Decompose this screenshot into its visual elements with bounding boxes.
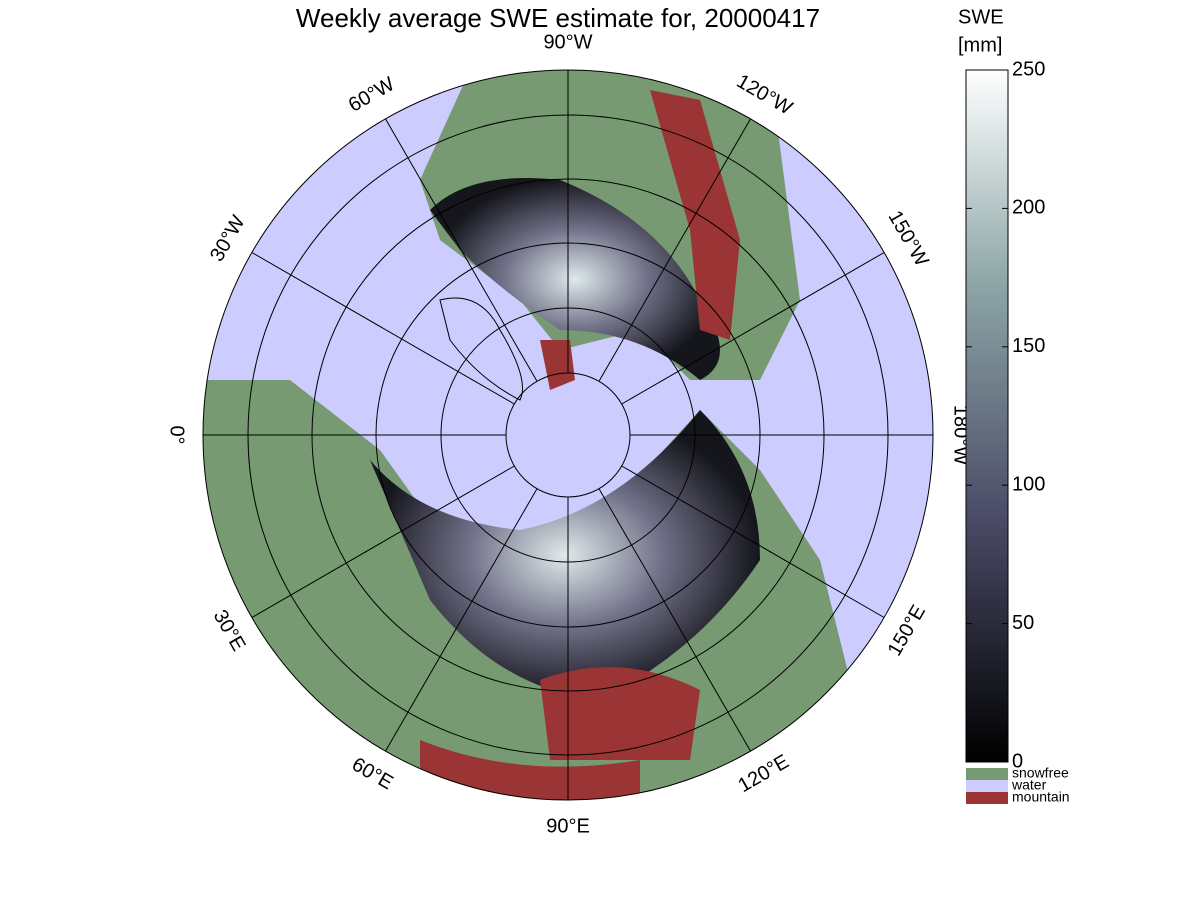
longitude-label: 120°E: [734, 751, 792, 797]
longitude-label: 150°E: [884, 601, 930, 659]
tick-label: 250: [1012, 58, 1045, 80]
meridian: [598, 118, 751, 382]
colorbar: [965, 69, 1009, 763]
colorbar-label: [mm]: [958, 34, 1002, 56]
meridian: [251, 465, 515, 618]
meridian: [598, 488, 751, 752]
central-asia: [540, 667, 700, 760]
longitude-label: 60°W: [345, 73, 399, 117]
longitude-label: 60°E: [348, 753, 397, 794]
map-title: Weekly average SWE estimate for, 2000041…: [296, 3, 820, 33]
legend-label: water: [1011, 777, 1047, 793]
himalaya: [420, 740, 640, 800]
map: [203, 70, 933, 800]
meridian: [251, 252, 515, 405]
colorbar-ticks: 0 50 100 150 200 250: [966, 58, 1045, 772]
legend-swatch: [966, 768, 1008, 780]
north-america-snow: [430, 178, 720, 380]
tick-label: 50: [1012, 612, 1034, 634]
meridian: [385, 118, 538, 382]
longitude-label: 150°W: [884, 207, 933, 270]
colorbar-label: SWE: [958, 6, 1004, 28]
meridian: [385, 488, 538, 752]
eurasia-snow: [370, 410, 760, 700]
legend-label: snowfree: [1012, 765, 1069, 781]
meridian: [621, 252, 885, 405]
longitude-label: 90°E: [546, 815, 590, 837]
tick-label: 0: [1012, 750, 1023, 772]
tick-label: 100: [1012, 473, 1045, 495]
longitude-label: 90°W: [543, 31, 592, 53]
meridian: [621, 465, 885, 618]
greenland-mtn: [540, 340, 575, 390]
legend-swatch: [966, 792, 1008, 804]
greenland: [439, 297, 523, 401]
tick-label: 150: [1012, 335, 1045, 357]
longitude-label: 0°: [166, 425, 188, 444]
longitude-label: 120°W: [733, 70, 796, 119]
graticule: [202, 69, 934, 801]
legend-swatch: [966, 780, 1008, 792]
legend-label: mountain: [1012, 789, 1070, 805]
longitude-label: 30°W: [206, 212, 250, 266]
longitude-label: 30°E: [209, 606, 250, 655]
tick-label: 200: [1012, 197, 1045, 219]
